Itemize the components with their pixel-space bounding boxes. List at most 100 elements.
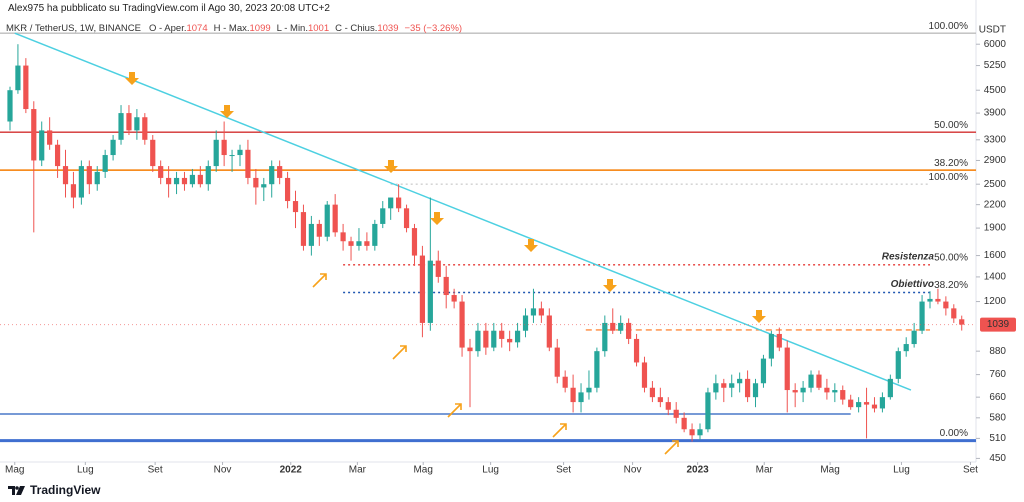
candle-body [181, 177, 188, 185]
up-arrow [552, 423, 567, 438]
candle-body [166, 177, 172, 185]
candle-body [808, 374, 814, 388]
candle-body [737, 378, 743, 384]
level-label: 100.00% [929, 172, 969, 183]
candle-body [7, 90, 13, 122]
candle-body [895, 351, 901, 379]
candle-body [649, 387, 656, 398]
y-tick-label: 660 [989, 392, 1006, 403]
candle-body [530, 308, 537, 316]
candle-body [919, 301, 925, 331]
candle-body [396, 197, 402, 209]
candle-body [499, 330, 505, 339]
candle-body [689, 429, 695, 436]
plot-area: 100.00%50.00%38.20%100.00%50.00%Resisten… [0, 21, 976, 443]
last-price-box [980, 317, 1016, 332]
y-tick-label: 760 [989, 369, 1006, 380]
currency-label: USDT [979, 25, 1006, 36]
level-label: 50.00% [934, 252, 968, 263]
brand: TradingView [30, 483, 101, 497]
candle-body [879, 397, 886, 409]
candle-body [110, 139, 116, 156]
candle-body [324, 204, 330, 237]
x-tick-label: Mag [5, 465, 24, 476]
candle-body [959, 319, 965, 325]
candle-body [538, 308, 544, 316]
down-arrow [220, 105, 234, 118]
level-label: 0.00% [940, 428, 968, 439]
candle-body [31, 109, 37, 161]
candle-body [292, 201, 299, 213]
candle-body [570, 387, 576, 403]
candle-body [951, 308, 957, 319]
candle-body [39, 130, 45, 161]
candle-body [150, 139, 156, 167]
candle-body [665, 402, 671, 410]
candle-body [15, 65, 21, 91]
candle-body [927, 298, 933, 302]
y-tick-label: 2200 [984, 199, 1007, 210]
up-arrow [392, 345, 407, 360]
candle-body [467, 347, 473, 352]
x-tick-label: Set [963, 465, 978, 476]
candle-body [435, 260, 441, 277]
candle-body [134, 117, 140, 131]
y-tick-label: 1600 [984, 250, 1007, 261]
y-tick-label: 3900 [984, 108, 1007, 119]
candle-body [364, 241, 370, 246]
candle-body [673, 409, 679, 418]
y-tick-label: 5250 [984, 60, 1007, 71]
candle-body [760, 358, 767, 384]
candle-body [118, 113, 124, 140]
candle-body [158, 166, 164, 178]
candle-body [721, 383, 727, 388]
x-tick-label: Lug [77, 465, 94, 476]
candle-body [816, 374, 822, 388]
last-price-label: 1039 [987, 319, 1010, 330]
x-tick-label: Set [148, 465, 163, 476]
ohlc-value: 1001 [307, 23, 330, 34]
candle-body [62, 166, 69, 185]
candle-body [237, 149, 243, 156]
candle-body [887, 378, 893, 398]
candle-body [792, 390, 798, 393]
candle-body [229, 155, 235, 157]
candle-body [562, 376, 568, 388]
candle-body [776, 333, 782, 348]
candle-body [507, 338, 513, 343]
ohlc-value: 1074 [186, 23, 208, 34]
candle-body [943, 301, 949, 309]
candle-body [935, 298, 941, 302]
candle-body [245, 149, 251, 178]
candle-body [277, 166, 283, 178]
y-tick-label: 2500 [984, 179, 1007, 190]
candle-body [451, 295, 457, 302]
x-tick-label: Set [556, 465, 571, 476]
candle-body [213, 139, 219, 167]
candle-body [475, 330, 481, 352]
candle-body [618, 322, 624, 331]
level-note: Obiettivo [891, 279, 934, 290]
candle-body [522, 315, 529, 331]
ohlc-label: C - Chius. [335, 23, 378, 34]
x-tick-label: Nov [214, 465, 232, 476]
annotation-arrows [125, 72, 766, 455]
up-arrow [447, 403, 462, 418]
y-tick-label: 2900 [984, 155, 1007, 166]
candle-body [729, 383, 735, 388]
down-arrow [430, 212, 444, 225]
candle-body [221, 139, 227, 156]
candle-body [594, 351, 600, 388]
candle-body [483, 330, 489, 348]
ohlc-label: O - Aper. [148, 23, 187, 34]
candle-body [197, 174, 203, 185]
y-tick-label: 510 [989, 433, 1006, 444]
down-arrow [384, 160, 398, 173]
x-tick-label: Lug [893, 465, 910, 476]
candle-body [102, 155, 108, 172]
candle-body [94, 171, 100, 185]
level-label: 100.00% [929, 21, 969, 32]
candle-body [372, 223, 378, 246]
y-tick-label: 6000 [984, 39, 1007, 50]
